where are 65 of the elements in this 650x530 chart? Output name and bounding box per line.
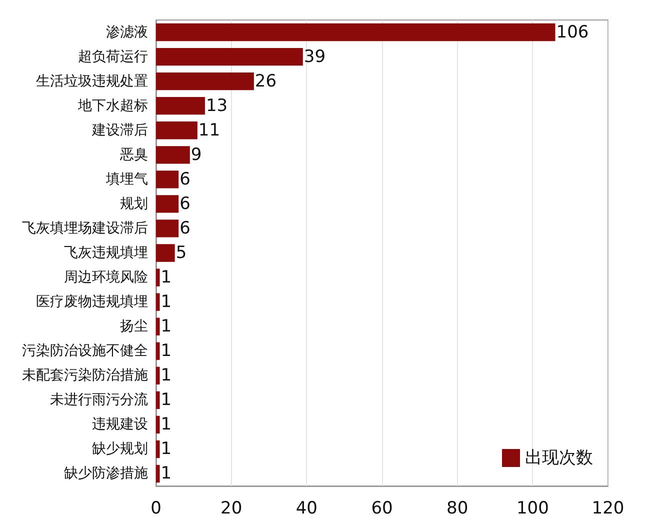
- data-label: 13: [206, 96, 228, 116]
- y-tick-label: 未配套污染防治措施: [22, 368, 148, 384]
- x-tick-label: 0: [150, 498, 162, 518]
- bar: [156, 244, 175, 262]
- data-label: 6: [180, 218, 190, 238]
- y-tick-label: 缺少规划: [92, 441, 148, 458]
- bar: [156, 342, 160, 360]
- data-label: 39: [304, 46, 326, 67]
- y-tick-label: 污染防治设施不健全: [22, 343, 148, 360]
- x-tick-label: 80: [446, 498, 468, 518]
- y-tick-label: 飞灰违规填埋: [64, 245, 148, 261]
- data-label: 1: [160, 366, 172, 386]
- data-label: 1: [160, 414, 172, 435]
- data-label: 6: [180, 194, 190, 214]
- data-label: 9: [190, 144, 202, 165]
- data-label: 1: [160, 341, 172, 362]
- y-tick-label: 建设滞后: [91, 122, 148, 138]
- bar: [156, 440, 160, 458]
- data-label: 11: [198, 120, 220, 140]
- y-tick-label: 填埋气: [105, 171, 148, 188]
- bar: [156, 195, 179, 213]
- data-label: 1: [160, 292, 172, 312]
- y-tick-label: 渗滤液: [106, 24, 148, 40]
- y-tick-label: 生活垃圾违规处置: [36, 73, 148, 90]
- x-tick-label: 120: [592, 498, 624, 518]
- data-label: 1: [160, 316, 172, 337]
- bar: [156, 220, 179, 238]
- bar: [156, 170, 179, 188]
- bar: [156, 366, 160, 384]
- data-label: 1: [160, 390, 172, 410]
- y-tick-label: 规划: [120, 196, 148, 212]
- y-tick-label: 超负荷运行: [78, 48, 148, 65]
- data-label: 26: [254, 71, 277, 92]
- x-tick-label: 100: [516, 498, 549, 518]
- y-tick-label: 医疗废物违规填埋: [36, 294, 148, 310]
- bar: [156, 146, 190, 164]
- bar: [156, 23, 556, 42]
- bar: [156, 122, 198, 140]
- y-tick-label: 周边环境风险: [64, 270, 148, 286]
- x-tick-label: 20: [220, 498, 242, 518]
- y-tick-label: 缺少防渗措施: [64, 466, 148, 482]
- data-label: 106: [556, 22, 589, 42]
- data-label: 5: [176, 243, 187, 263]
- y-tick-label: 扬尘: [120, 318, 148, 335]
- data-label: 1: [160, 439, 172, 460]
- bar: [156, 97, 205, 115]
- y-tick-label: 飞灰填埋场建设滞后: [22, 220, 148, 236]
- bar: [156, 416, 160, 434]
- data-label: 1: [160, 464, 172, 484]
- bar: [156, 48, 303, 66]
- data-label: 1: [160, 268, 172, 288]
- legend-label: 出现次数: [525, 448, 593, 468]
- y-tick-label: 未进行雨污分流: [50, 392, 148, 408]
- bar: [156, 293, 160, 311]
- y-tick-label: 地下水超标: [77, 98, 148, 114]
- bar: [156, 391, 160, 409]
- bar: [156, 268, 160, 286]
- bar: [156, 72, 254, 90]
- x-tick-label: 60: [371, 498, 393, 518]
- y-tick-label: 违规建设: [92, 416, 148, 433]
- data-label: 6: [180, 169, 190, 190]
- bar: [156, 464, 160, 483]
- y-tick-label: 恶臭: [119, 146, 148, 163]
- bar: [156, 318, 160, 336]
- x-tick-label: 40: [296, 498, 318, 518]
